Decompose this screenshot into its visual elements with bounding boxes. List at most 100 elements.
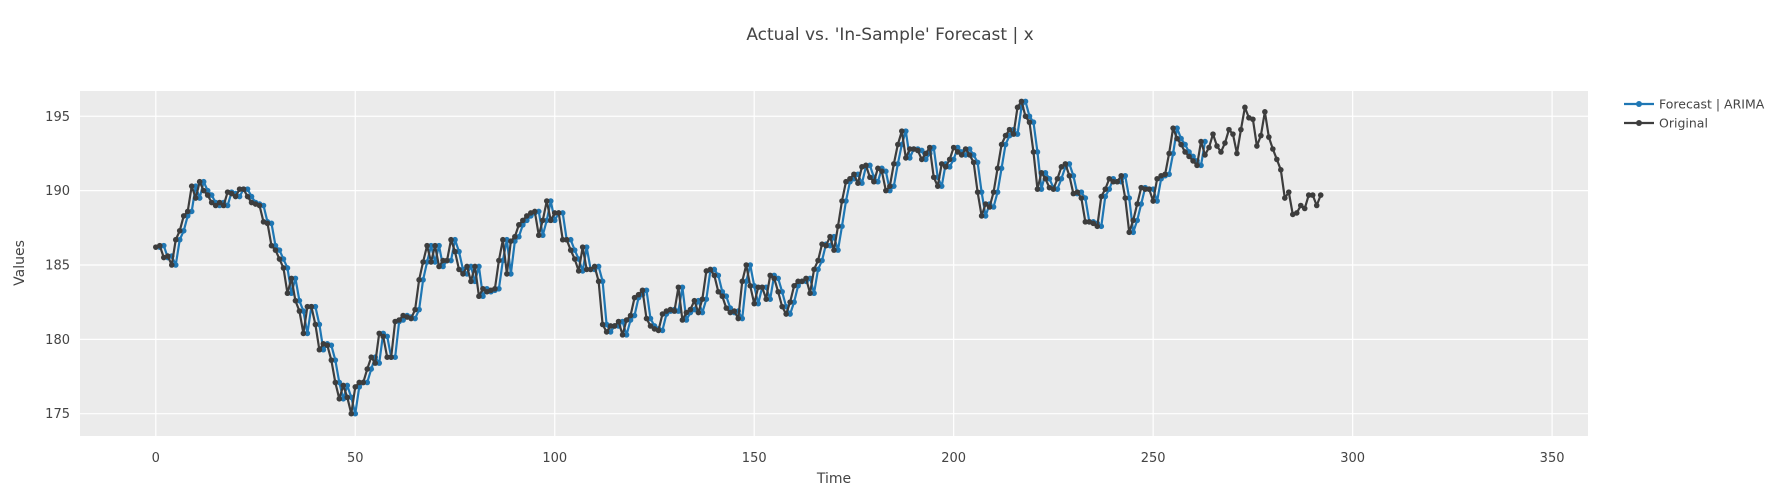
plot-area[interactable]: [80, 91, 1588, 436]
legend-item[interactable]: Forecast | ARIMA: [1624, 97, 1765, 112]
data-point: [950, 156, 957, 163]
data-point: [188, 208, 195, 215]
data-point: [795, 278, 801, 285]
data-point: [372, 360, 379, 366]
data-point: [807, 290, 813, 297]
data-point: [739, 315, 746, 322]
data-point: [520, 217, 526, 224]
data-point: [428, 242, 434, 249]
data-point: [843, 178, 849, 185]
data-point: [994, 189, 1001, 195]
data-point: [1206, 144, 1212, 151]
data-point: [1226, 126, 1232, 133]
data-point: [922, 150, 929, 157]
data-point: [504, 271, 510, 277]
data-point: [1130, 229, 1137, 236]
data-point: [1262, 109, 1268, 115]
data-point: [867, 174, 873, 181]
data-point: [1266, 134, 1272, 140]
data-point: [887, 183, 893, 189]
data-point: [1250, 116, 1256, 123]
data-point: [332, 379, 339, 386]
data-point: [1014, 131, 1021, 137]
data-point: [396, 317, 402, 323]
data-point: [380, 333, 387, 340]
data-point: [204, 192, 211, 198]
data-point: [567, 247, 574, 253]
data-point: [496, 257, 502, 264]
data-point: [711, 266, 718, 273]
data-point: [942, 164, 949, 170]
data-point: [1186, 153, 1192, 160]
legend-swatch-marker: [1636, 120, 1642, 126]
data-point: [867, 162, 873, 169]
data-point: [1166, 150, 1172, 157]
data-point: [312, 303, 319, 310]
data-point: [1182, 149, 1188, 155]
data-point: [978, 189, 985, 195]
data-point: [627, 312, 634, 319]
data-point: [739, 278, 746, 285]
data-point: [883, 168, 889, 175]
data-point: [998, 165, 1005, 172]
data-point: [711, 272, 718, 279]
data-point: [703, 296, 710, 302]
data-point: [440, 257, 446, 264]
data-point: [468, 278, 474, 285]
data-point: [1046, 175, 1053, 182]
y-tick-label: 190: [45, 184, 70, 199]
data-point: [188, 183, 195, 189]
data-point: [416, 277, 422, 283]
data-point: [1070, 172, 1077, 179]
y-tick-label: 175: [45, 407, 70, 422]
data-point: [1254, 143, 1260, 149]
data-point: [436, 263, 442, 270]
data-point: [775, 288, 781, 295]
y-tick-label: 180: [45, 333, 70, 348]
data-point: [200, 178, 207, 185]
data-point: [811, 290, 817, 297]
data-point: [364, 366, 371, 372]
data-point: [168, 262, 175, 268]
data-point: [583, 244, 590, 250]
data-point: [747, 283, 754, 289]
y-tick-label: 195: [45, 110, 70, 125]
data-point: [675, 308, 682, 314]
data-point: [607, 329, 614, 335]
data-point: [930, 144, 937, 151]
x-tick-label: 300: [1340, 451, 1365, 466]
data-point: [735, 315, 742, 322]
data-point: [743, 278, 750, 285]
data-point: [679, 317, 686, 323]
data-point: [1170, 150, 1176, 157]
data-point: [284, 265, 291, 271]
data-point: [819, 257, 825, 264]
data-point: [452, 248, 458, 255]
data-point: [683, 309, 690, 316]
data-point: [500, 236, 506, 243]
data-point: [1178, 141, 1184, 148]
data-point: [1038, 186, 1045, 192]
data-point: [883, 187, 889, 194]
data-point: [1102, 193, 1109, 200]
data-point: [579, 244, 586, 250]
data-point: [1038, 169, 1045, 176]
data-point: [1282, 195, 1288, 201]
data-point: [787, 311, 793, 317]
data-point: [1042, 175, 1049, 182]
data-point: [823, 242, 829, 249]
data-point: [647, 323, 654, 329]
data-point: [240, 186, 247, 192]
data-point: [1022, 113, 1029, 120]
data-point: [524, 213, 530, 219]
data-point: [974, 159, 981, 166]
legend-item[interactable]: Original: [1624, 116, 1708, 131]
data-point: [1238, 126, 1244, 133]
data-point: [543, 198, 550, 204]
x-tick-labels: 0 50 100 150 200 250 300 350: [152, 451, 1565, 466]
data-point: [368, 354, 375, 360]
data-point: [623, 317, 630, 323]
data-point: [659, 311, 666, 317]
data-point: [559, 236, 566, 243]
